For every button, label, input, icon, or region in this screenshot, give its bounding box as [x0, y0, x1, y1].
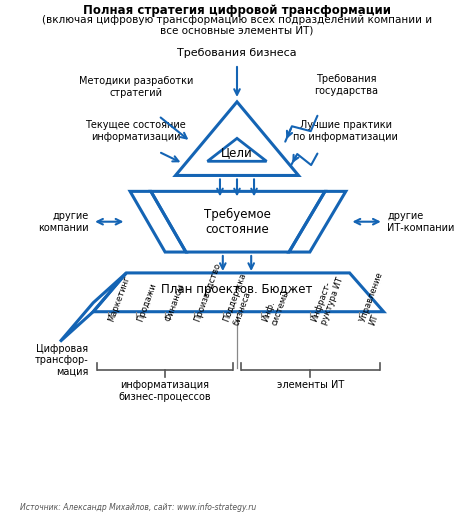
Text: Инф.
системы: Инф. системы [261, 284, 292, 326]
Text: другие
компании: другие компании [38, 211, 89, 233]
Text: Требования
государства: Требования государства [314, 74, 378, 96]
Text: Производство: Производство [193, 261, 223, 323]
Text: Требуемое
состояние: Требуемое состояние [203, 208, 271, 236]
Text: (включая цифровую трансформацию всех подразделений компании и: (включая цифровую трансформацию всех под… [42, 16, 432, 25]
Text: Требования бизнеса: Требования бизнеса [177, 48, 297, 58]
Text: Инфраст-
руктура ИТ: Инфраст- руктура ИТ [310, 272, 345, 326]
Text: Продажи: Продажи [136, 281, 158, 323]
Text: Финансы: Финансы [164, 282, 186, 323]
Text: Цели: Цели [221, 146, 253, 159]
Text: Цифровая
трансфор-
мация: Цифровая трансфор- мация [35, 344, 89, 377]
Text: Поддержка
бизнеса: Поддержка бизнеса [222, 271, 257, 326]
Text: элементы ИТ: элементы ИТ [277, 380, 344, 390]
Text: Маркетинг: Маркетинг [107, 274, 132, 323]
Text: Методики разработки
стратегий: Методики разработки стратегий [79, 76, 193, 98]
Text: другие
ИТ-компании: другие ИТ-компании [387, 211, 455, 233]
Text: План проектов. Бюджет: План проектов. Бюджет [161, 283, 313, 296]
Text: Управление
ИТ: Управление ИТ [358, 270, 394, 326]
Text: Лучшие практики
по информатизации: Лучшие практики по информатизации [293, 120, 398, 142]
Text: информатизация
бизнес-процессов: информатизация бизнес-процессов [119, 380, 211, 402]
Text: Полная стратегия цифровой трансформации: Полная стратегия цифровой трансформации [83, 4, 391, 17]
Text: все основные элементы ИТ): все основные элементы ИТ) [160, 25, 314, 35]
Text: Источник: Александр Михайлов, сайт: www.info-strategy.ru: Источник: Александр Михайлов, сайт: www.… [20, 502, 256, 512]
Text: Текущее состояние
информатизации: Текущее состояние информатизации [85, 120, 186, 142]
